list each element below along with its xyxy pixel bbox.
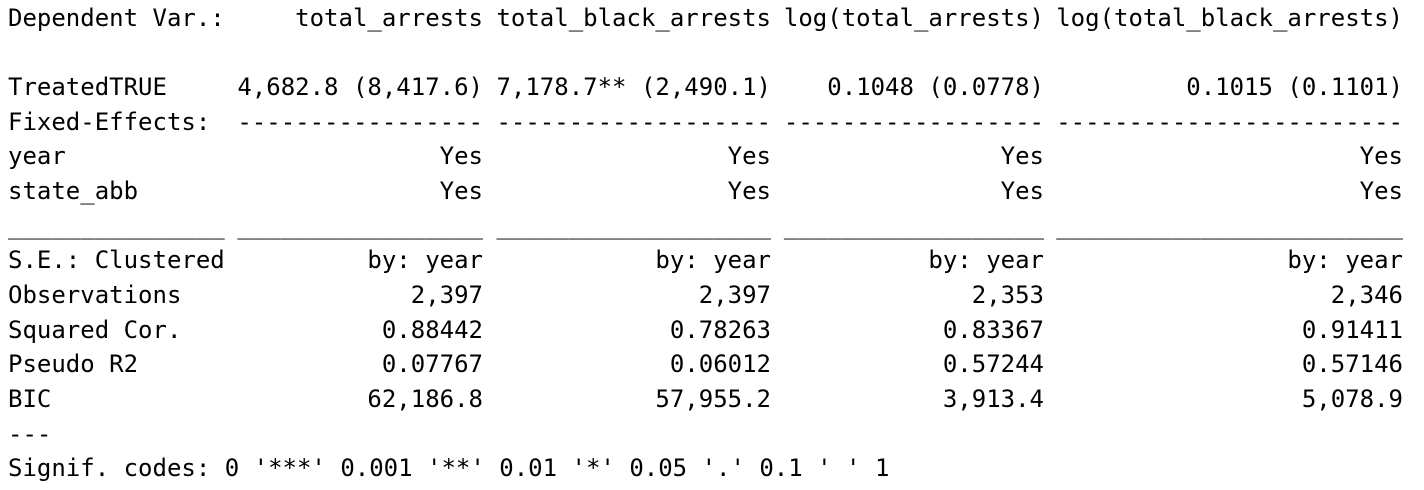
signif-codes: Signif. codes: 0 '***' 0.001 '**' 0.01 '… (8, 454, 890, 482)
cell: ------------------- (496, 108, 771, 136)
cell: 2,397 (698, 281, 771, 309)
column-header: log(total_black_arrests) (1056, 4, 1403, 32)
cell: Yes (1000, 177, 1044, 205)
row-label: S.E.: Clustered (8, 246, 225, 274)
cell: 2,353 (971, 281, 1044, 309)
cell: Yes (1359, 177, 1403, 205)
cell: Yes (1000, 142, 1044, 170)
cell: 0.78263 (669, 316, 771, 344)
cell: 57,955.2 (655, 385, 771, 413)
cell: 0.57146 (1301, 350, 1403, 378)
footer-rule: --- (8, 420, 52, 448)
row-label: BIC (8, 385, 52, 413)
row-label: state_abb (8, 177, 139, 205)
cell: 0.88442 (381, 316, 483, 344)
cell: by: year (367, 246, 483, 274)
cell: 62,186.8 (367, 385, 483, 413)
row-label: Fixed-Effects: (8, 108, 211, 136)
cell: 0.06012 (669, 350, 771, 378)
row-label: Squared Cor. (8, 316, 182, 344)
row-label: Observations (8, 281, 182, 309)
cell: Yes (439, 177, 483, 205)
column-header: total_black_arrests (496, 4, 771, 32)
row-label: Dependent Var.: (8, 4, 225, 32)
cell: 0.1048 (0.0778) (827, 73, 1044, 101)
cell: 2,346 (1330, 281, 1403, 309)
cell: 0.57244 (942, 350, 1044, 378)
cell: ----------------- (237, 108, 483, 136)
cell: ------------------------ (1056, 108, 1403, 136)
cell: 0.91411 (1301, 316, 1403, 344)
cell: ------------------ (783, 108, 1044, 136)
cell: ________________________ (1056, 212, 1403, 240)
cell: by: year (655, 246, 771, 274)
cell: ___________________ (496, 212, 771, 240)
cell: by: year (1287, 246, 1403, 274)
cell: Yes (727, 142, 771, 170)
cell: 0.07767 (381, 350, 483, 378)
row-label: year (8, 142, 66, 170)
column-header: total_arrests (295, 4, 483, 32)
cell: 0.1015 (0.1101) (1186, 73, 1403, 101)
cell: 5,078.9 (1301, 385, 1403, 413)
column-header: log(total_arrests) (783, 4, 1044, 32)
cell: Yes (1359, 142, 1403, 170)
cell: Yes (727, 177, 771, 205)
cell: 2,397 (410, 281, 483, 309)
row-label: TreatedTRUE (8, 73, 167, 101)
cell: 0.83367 (942, 316, 1044, 344)
row-label: Pseudo R2 (8, 350, 139, 378)
cell: _________________ (237, 212, 483, 240)
cell: by: year (928, 246, 1044, 274)
row-label: _______________ (8, 212, 225, 240)
cell: 3,913.4 (942, 385, 1044, 413)
cell: Yes (439, 142, 483, 170)
cell: __________________ (783, 212, 1044, 240)
cell: 4,682.8 (8,417.6) (237, 73, 483, 101)
cell: 7,178.7** (2,490.1) (496, 73, 771, 101)
